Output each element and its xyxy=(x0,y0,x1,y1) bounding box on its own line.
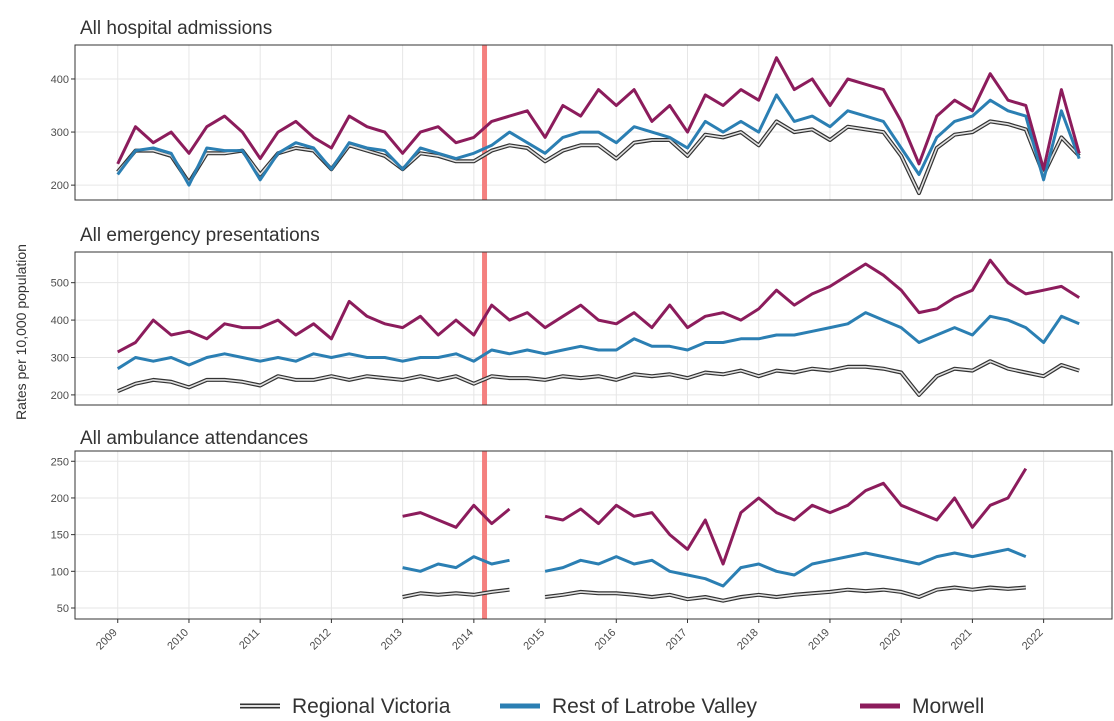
panel-border xyxy=(74,251,1113,406)
legend-label: Morwell xyxy=(912,695,984,718)
y-tick-label: 500 xyxy=(51,278,69,290)
panel-title: All hospital admissions xyxy=(80,18,272,39)
x-tick-label: 2020 xyxy=(878,627,904,653)
panel-border xyxy=(74,450,1113,620)
legend-label: Regional Victoria xyxy=(292,695,451,718)
panel-border xyxy=(74,44,1113,201)
x-tick-label: 2014 xyxy=(450,627,476,653)
series-line xyxy=(116,258,1080,354)
x-tick-label: 2010 xyxy=(165,627,191,653)
series-line xyxy=(116,93,1081,187)
y-tick-label: 50 xyxy=(57,603,69,615)
x-tick-label: 2017 xyxy=(664,627,690,653)
x-tick-label: 2016 xyxy=(593,627,619,653)
y-tick-label: 200 xyxy=(51,180,69,192)
x-tick-label: 2018 xyxy=(735,627,761,653)
y-tick-label: 300 xyxy=(51,352,69,364)
x-tick-label: 2012 xyxy=(308,627,334,653)
x-tick-label: 2011 xyxy=(237,627,262,652)
series-line xyxy=(116,311,1080,370)
series-line-inner xyxy=(117,360,1080,396)
x-tick-label: 2009 xyxy=(94,627,120,653)
legend-label: Rest of Latrobe Valley xyxy=(552,695,758,718)
x-tick-label: 2013 xyxy=(379,627,405,653)
y-tick-label: 150 xyxy=(51,530,69,542)
y-tick-label: 200 xyxy=(51,390,69,402)
series-line xyxy=(116,56,1081,171)
y-tick-label: 400 xyxy=(51,74,69,86)
series-line xyxy=(402,547,1027,588)
y-tick-label: 200 xyxy=(51,493,69,505)
series-line-inner xyxy=(402,586,1026,602)
panel-title: All emergency presentations xyxy=(80,225,320,246)
x-tick-label: 2022 xyxy=(1020,627,1046,653)
y-tick-label: 300 xyxy=(51,127,69,139)
y-tick-label: 250 xyxy=(51,456,69,468)
y-tick-label: 100 xyxy=(51,566,69,578)
y-tick-label: 400 xyxy=(51,315,69,327)
x-tick-label: 2015 xyxy=(521,627,547,653)
series-line xyxy=(402,467,1028,566)
x-tick-label: 2019 xyxy=(806,627,832,653)
y-axis-title: Rates per 10,000 population xyxy=(13,244,29,420)
x-tick-label: 2021 xyxy=(949,627,975,653)
panel-title: All ambulance attendances xyxy=(80,428,308,449)
